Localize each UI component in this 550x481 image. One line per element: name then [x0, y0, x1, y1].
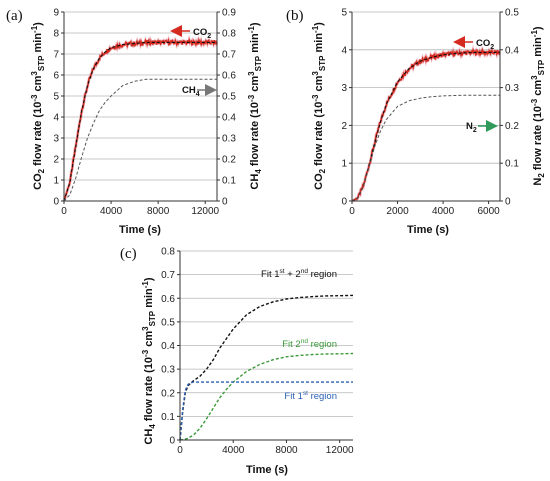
x-tick-label: 12000 — [191, 206, 219, 217]
y2-tick-label: 0.4 — [505, 45, 519, 56]
y-tick-label: 3 — [341, 83, 347, 94]
fit-1st-region-line — [179, 381, 353, 441]
panel-b-ylabel-left: CO2 flow rate (10-3 cm3STP min-1) — [311, 22, 327, 190]
y2-tick-label: 0.7 — [222, 50, 236, 61]
x-tick-label: 0 — [349, 206, 355, 217]
panel-c-ticks: 0 4000 8000 12000 0 0.1 0.2 0.3 0.4 0.5 0.6 0.7 0.8 — [161, 247, 354, 457]
y2-tick-label: 0.1 — [505, 159, 519, 170]
panel-a-axes — [63, 12, 218, 202]
panel-a-co2-label: CO2 — [193, 27, 211, 40]
y2-tick-label: 0 — [505, 197, 511, 208]
panel-a-letter: (a) — [6, 8, 23, 24]
fit-1st-2nd-region-line — [179, 294, 354, 441]
y-tick-label: 0.3 — [161, 365, 175, 376]
panel-c-fit-first-label: Fit 1st region — [284, 390, 337, 402]
x-tick-label: 8000 — [147, 206, 170, 217]
y-tick-label: 1 — [341, 159, 347, 170]
y-tick-label: 4 — [341, 45, 347, 56]
y2-tick-label: 0.6 — [222, 71, 236, 82]
panel-c-grid — [180, 250, 353, 417]
panel-c-series — [179, 294, 354, 441]
y2-tick-label: 0.9 — [222, 8, 236, 19]
panel-b-series — [351, 44, 502, 203]
x-tick-label: 0 — [61, 206, 67, 217]
y-tick-label: 0 — [169, 436, 175, 447]
fit-2nd-region-line — [179, 352, 354, 441]
y2-tick-label: 0.4 — [222, 113, 236, 124]
x-tick-label: 12000 — [326, 445, 354, 456]
y2-tick-label: 0.5 — [222, 92, 236, 103]
y-tick-label: 0.8 — [161, 247, 175, 258]
y-tick-label: 8 — [53, 29, 59, 40]
y-tick-label: 6 — [53, 71, 59, 82]
y-tick-label: 4 — [53, 113, 59, 124]
panel-c-letter: (c) — [120, 246, 137, 262]
y2-tick-label: 0.3 — [505, 83, 519, 94]
y2-tick-label: 0.5 — [505, 8, 519, 19]
panel-c-fit-both-label: Fit 1st + 2nd region — [261, 268, 337, 280]
y-tick-label: 5 — [341, 8, 347, 19]
y-tick-label: 2 — [341, 121, 347, 132]
y-tick-label: 0.6 — [161, 294, 175, 305]
panel-b-letter: (b) — [286, 8, 304, 24]
y2-tick-label: 0.2 — [505, 121, 519, 132]
panel-a-co2-annotation: CO2 — [170, 25, 211, 40]
y-tick-label: 0 — [53, 197, 59, 208]
panel-c-xlabel: Time (s) — [246, 464, 288, 476]
x-tick-label: 4000 — [432, 206, 455, 217]
x-tick-label: 0 — [177, 445, 183, 456]
panel-c-ylabel: CH4 flow rate (10-3 cm3STP min-1) — [141, 277, 157, 444]
y-tick-label: 3 — [53, 134, 59, 145]
x-tick-label: 4000 — [222, 445, 245, 456]
panel-a-ticks: 0 4000 8000 12000012345678900.10.20.30.40.5… — [53, 8, 236, 218]
y2-tick-label: 0 — [222, 197, 228, 208]
panel-a-ylabel-right: CH4 flow rate (10-3 cm3STP min-1) — [247, 22, 263, 189]
panel-b-ticks: 0 2000 4000 6000 0 1 2 3 4 5 0 0.1 0.2 0.3 0.4 0.5 — [341, 8, 519, 218]
panel-b-ylabel-right: N2 flow rate (10-3 cm3STP min-1) — [530, 26, 546, 186]
x-tick-label: 6000 — [477, 206, 500, 217]
y-tick-label: 7 — [53, 50, 59, 61]
panel-b-n2-annotation: N2 — [466, 120, 498, 134]
co2-data-line — [63, 37, 218, 202]
co2-data-halo — [62, 34, 219, 202]
y-tick-label: 0.7 — [161, 270, 175, 281]
y-tick-label: 5 — [53, 92, 59, 103]
y-tick-label: 0.1 — [161, 412, 175, 423]
panel-b-n2-label: N2 — [466, 121, 477, 134]
y-tick-label: 0.2 — [161, 388, 175, 399]
y-tick-label: 0.5 — [161, 317, 175, 328]
x-tick-label: 2000 — [386, 206, 409, 217]
co2-fit-line — [351, 51, 500, 202]
panel-c-fit-second-label: Fit 2nd region — [282, 338, 337, 350]
y2-tick-label: 0.3 — [222, 134, 236, 145]
x-tick-label: 8000 — [275, 445, 298, 456]
panel-a-ylabel-left: CO2 flow rate (10-3 cm3STP min-1) — [30, 22, 46, 190]
y-tick-label: 0.4 — [161, 341, 175, 352]
panel-b-axes — [351, 12, 501, 202]
y2-tick-label: 0.1 — [222, 176, 236, 187]
x-tick-label: 4000 — [100, 206, 123, 217]
panel-b-co2-annotation: CO2 — [453, 36, 494, 51]
co2-fit-line — [63, 41, 217, 202]
panel-a-ch4-label: CH4 — [182, 85, 200, 98]
y-tick-label: 1 — [53, 176, 59, 187]
y-tick-label: 2 — [53, 155, 59, 166]
panel-b-xlabel: Time (s) — [407, 224, 449, 236]
y-tick-label: 9 — [53, 8, 59, 19]
y-tick-label: 0 — [341, 197, 347, 208]
panel-a-ch4-annotation: CH4 — [182, 84, 217, 98]
panel-a-xlabel: Time (s) — [119, 224, 161, 236]
n2-line — [351, 94, 500, 202]
ch4-line — [63, 78, 217, 202]
panel-a-series — [62, 34, 219, 202]
panel-b-co2-label: CO2 — [476, 38, 494, 51]
y2-tick-label: 0.8 — [222, 29, 236, 40]
y2-tick-label: 0.2 — [222, 155, 236, 166]
